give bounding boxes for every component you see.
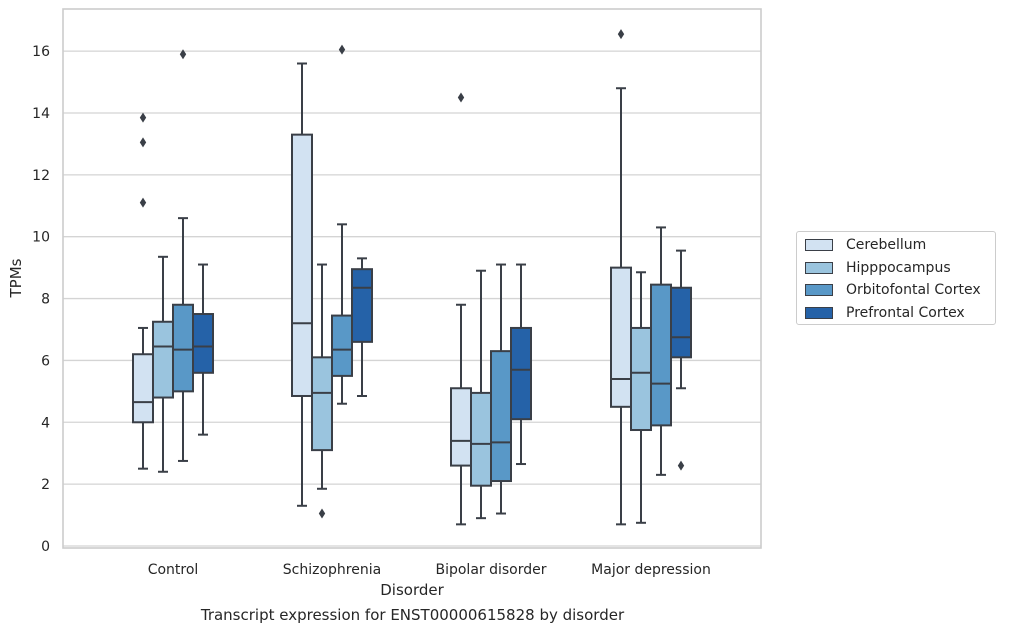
outlier-point <box>457 92 465 103</box>
y-tick-label: 14 <box>32 106 50 122</box>
y-tick-label: 8 <box>41 292 50 308</box>
box-plot <box>132 112 154 470</box>
box-body <box>490 350 512 483</box>
box-body <box>291 133 313 397</box>
legend-swatch <box>805 262 833 274</box>
y-tick-label: 12 <box>32 168 50 184</box>
box-plot <box>470 269 492 520</box>
legend-label: Prefrontal Cortex <box>846 305 965 321</box>
box-plot <box>650 226 672 476</box>
box-plot <box>510 263 532 466</box>
legend-item: Cerebellum <box>805 236 926 254</box>
legend-swatch <box>805 239 833 251</box>
outlier-point <box>139 112 147 123</box>
legend-swatch <box>805 284 833 296</box>
box-body <box>630 326 652 432</box>
x-axis-label: Disorder <box>380 581 444 599</box>
x-tick-label: Schizophrenia <box>283 562 381 578</box>
box-plot <box>152 255 174 473</box>
legend-swatch <box>805 307 833 319</box>
tick-labels: 0 2 4 6 8 10 12 14 16 Control Schizophrenia Bipolar… <box>32 44 711 578</box>
legend-label: Hipppocampus <box>846 260 951 276</box>
box-body <box>650 283 672 427</box>
y-tick-label: 10 <box>32 230 50 246</box>
box-body <box>192 313 214 374</box>
box-body <box>670 286 692 359</box>
x-tick-label: Control <box>148 562 199 578</box>
box-body <box>470 391 492 487</box>
outlier-point <box>139 197 147 208</box>
box-plot <box>630 271 652 524</box>
box-plot <box>192 263 214 436</box>
outlier-point <box>139 137 147 148</box>
box-plot <box>450 92 472 526</box>
box-body <box>331 314 353 377</box>
outlier-point <box>318 508 326 519</box>
box-plot <box>311 263 333 519</box>
chart-caption: Transcript expression for ENST0000061582… <box>200 606 625 624</box>
y-tick-label: 4 <box>41 415 50 431</box>
box-plot <box>670 249 692 471</box>
x-tick-label: Major depression <box>591 562 711 578</box>
box-body <box>510 326 532 421</box>
box-plot <box>172 49 194 462</box>
y-tick-label: 0 <box>41 539 50 555</box>
y-axis-label: TPMs <box>7 258 25 298</box>
box-plot <box>291 62 313 507</box>
y-tick-label: 2 <box>41 477 50 493</box>
legend-label: Cerebellum <box>846 237 927 253</box>
legend-label: Orbitofontal Cortex <box>846 282 981 298</box>
box-plot <box>351 257 373 397</box>
outlier-point <box>617 29 625 40</box>
box-body <box>132 353 154 424</box>
box-body <box>610 266 632 408</box>
y-tick-label: 16 <box>32 44 50 60</box>
outlier-point <box>338 44 346 55</box>
box-plot <box>490 263 512 515</box>
box-body <box>172 303 194 393</box>
box-plot <box>331 44 353 405</box>
x-tick-label: Bipolar disorder <box>435 562 546 578</box>
box-body <box>152 320 174 399</box>
legend-item: Hipppocampus <box>805 259 951 277</box>
outlier-point <box>179 49 187 60</box>
plot-frame <box>62 8 762 549</box>
box-body <box>351 268 373 343</box>
box-plots <box>132 29 692 526</box>
legend-item: Prefrontal Cortex <box>805 304 965 322</box>
box-body <box>450 387 472 467</box>
y-tick-label: 6 <box>41 353 50 369</box>
box-plot <box>610 29 632 526</box>
legend: Cerebellum Hipppocampus Orbitofontal Cor… <box>796 231 996 325</box>
box-body <box>311 356 333 452</box>
outlier-point <box>677 460 685 471</box>
legend-item: Orbitofontal Cortex <box>805 281 981 299</box>
